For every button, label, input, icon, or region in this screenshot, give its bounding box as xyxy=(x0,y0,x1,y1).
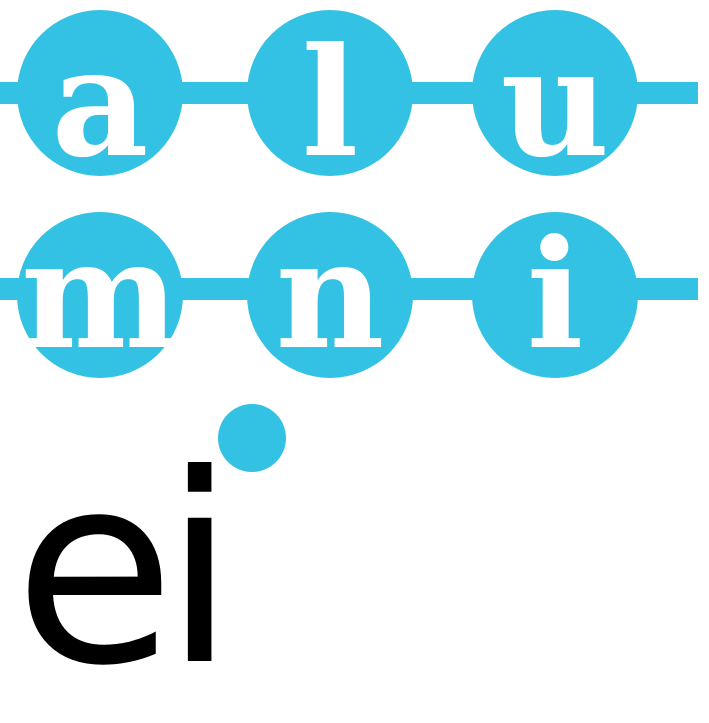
logo-dot-icon xyxy=(218,404,286,472)
logo-circle-n: n xyxy=(247,212,413,378)
logo-letter-a: a xyxy=(51,15,149,176)
logo-letter-i: i xyxy=(526,212,584,378)
logo-letter-l: l xyxy=(301,15,359,176)
logo-letter-n: n xyxy=(275,212,385,378)
logo-circle-u: u xyxy=(472,10,638,176)
logo-circle-a: a xyxy=(17,10,183,176)
logo-letter-u: u xyxy=(500,15,610,176)
logo-circle-i: i xyxy=(472,212,638,378)
logo-circle-l: l xyxy=(247,10,413,176)
logo-circle-m: m xyxy=(17,212,183,378)
logo-wordmark: ei xyxy=(14,418,236,723)
logo-letter-m: m xyxy=(20,212,180,378)
